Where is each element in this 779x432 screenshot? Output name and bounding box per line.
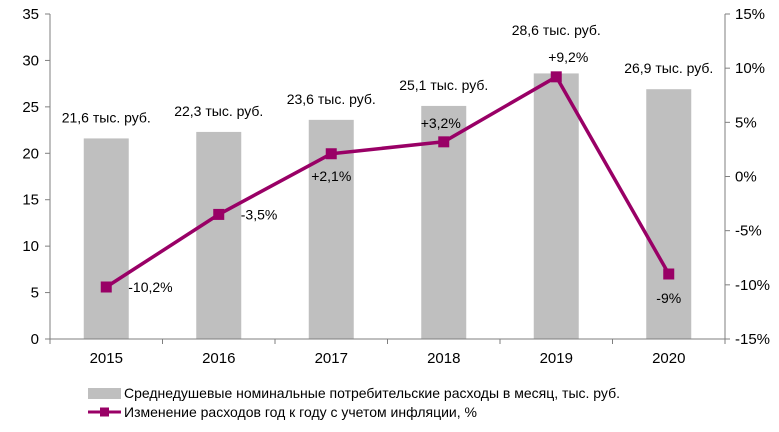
bar-value-label: 28,6 тыс. руб.	[512, 22, 601, 38]
line-value-label: -10,2%	[128, 279, 172, 295]
legend-line-label: Изменение расходов год к году с учетом и…	[124, 404, 477, 420]
legend: Среднедушевые номинальные потребительски…	[88, 385, 620, 420]
bar-value-label: 22,3 тыс. руб.	[174, 103, 263, 119]
axes-layer: 0 5 10 15 20 25 30 35 -15% -10% -5% 0% 5% 10% 15% 2015 2…	[22, 6, 770, 367]
x-tick-label: 2020	[652, 350, 685, 367]
line-value-label: +2,1%	[311, 168, 351, 184]
x-tick-label: 2017	[315, 350, 348, 367]
right-tick-label: 10%	[735, 60, 765, 77]
left-tick-label: 35	[22, 6, 39, 23]
line-point-2016	[213, 208, 225, 220]
labels-layer: 21,6 тыс. руб. 22,3 тыс. руб. 23,6 тыс. ру…	[62, 22, 714, 306]
bar-2019	[533, 73, 579, 339]
legend-bar-swatch	[88, 388, 121, 399]
right-tick-label: -15%	[735, 331, 770, 348]
left-tick-label: 30	[22, 52, 39, 69]
right-tick-label: -5%	[735, 223, 762, 240]
line-layer	[100, 71, 675, 293]
line-value-label: -3,5%	[241, 206, 278, 222]
bar-value-label: 23,6 тыс. руб.	[287, 91, 376, 107]
bar-2015	[83, 138, 129, 339]
bar-value-label: 21,6 тыс. руб.	[62, 109, 151, 125]
left-tick-label: 20	[22, 145, 39, 162]
line-value-label: +3,2%	[421, 115, 461, 131]
legend-line-marker	[100, 407, 109, 417]
right-tick-label: -10%	[735, 277, 770, 294]
line-point-2019	[550, 71, 562, 83]
x-tick-label: 2016	[202, 350, 235, 367]
line-value-label: -9%	[656, 290, 681, 306]
x-tick-label: 2015	[90, 350, 123, 367]
left-tick-label: 0	[31, 331, 39, 348]
line-series-path	[105, 75, 671, 289]
bar-value-label: 25,1 тыс. руб.	[399, 77, 488, 93]
left-tick-label: 5	[31, 285, 39, 302]
line-point-2015	[100, 281, 112, 293]
bar-value-label: 26,9 тыс. руб.	[624, 60, 713, 76]
line-point-2018	[438, 136, 450, 148]
right-tick-label: 5%	[735, 114, 757, 131]
left-tick-label: 25	[22, 99, 39, 116]
line-point-2017	[325, 148, 337, 160]
left-tick-label: 10	[22, 238, 39, 255]
left-tick-label: 15	[22, 192, 39, 209]
legend-bar-label: Среднедушевые номинальные потребительски…	[124, 385, 620, 401]
bar-2020	[646, 89, 692, 339]
line-point-2020	[663, 268, 675, 280]
right-tick-label: 15%	[735, 6, 765, 23]
x-tick-label: 2019	[540, 350, 573, 367]
line-value-label: +9,2%	[548, 49, 588, 65]
right-tick-label: 0%	[735, 169, 757, 186]
bar-2016	[196, 131, 242, 339]
x-tick-label: 2018	[427, 350, 460, 367]
